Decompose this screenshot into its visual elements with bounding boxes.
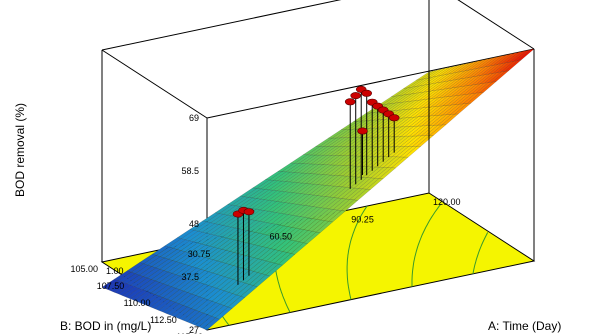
- contour-line: [411, 203, 442, 287]
- z-tick-label: 48: [189, 219, 199, 229]
- axis-box-front: [101, 0, 535, 262]
- z-axis-title: BOD removal (%): [13, 103, 27, 197]
- x-tick-label: 90.25: [351, 214, 374, 224]
- z-tick-label: 58.5: [181, 166, 199, 176]
- z-tick-label: 27: [189, 325, 199, 334]
- x-tick-label: 60.50: [270, 232, 293, 242]
- contour-line: [472, 232, 489, 274]
- box-edge-back-top: [206, 48, 535, 119]
- design-point: [361, 89, 373, 97]
- x-axis-title: A: Time (Day): [488, 319, 561, 333]
- y-axis-title: B: BOD in (mg/L): [60, 319, 151, 333]
- box-edge-top-left: [101, 49, 208, 119]
- x-tick-label: 30.75: [188, 249, 211, 259]
- design-points: [232, 85, 400, 285]
- z-tick-label: 69: [189, 113, 199, 123]
- box-edge-top-right: [457, 0, 535, 50]
- contour-line: [346, 205, 368, 300]
- design-point: [344, 98, 356, 106]
- z-tick-label: 37.5: [181, 272, 199, 282]
- x-tick-label: 1.00: [106, 266, 124, 276]
- y-tick-label: 105.00: [70, 264, 98, 274]
- box-edge-front-top: [101, 0, 342, 51]
- design-point: [388, 114, 400, 122]
- y-tick-label: 112.50: [150, 315, 177, 325]
- response-surface: [101, 48, 535, 331]
- x-tick-label: 120.00: [433, 197, 461, 207]
- tick-labels: 27 37.5 48 58.5 69 1.00 30.75 60.50 90.25 120.00 1…: [70, 113, 460, 334]
- design-point: [357, 127, 368, 135]
- y-tick-label: 110.00: [124, 298, 151, 308]
- design-point: [350, 92, 362, 100]
- y-tick-label: 115.00: [176, 332, 203, 334]
- design-point: [243, 208, 255, 216]
- y-tick-label: 107.50: [97, 281, 125, 291]
